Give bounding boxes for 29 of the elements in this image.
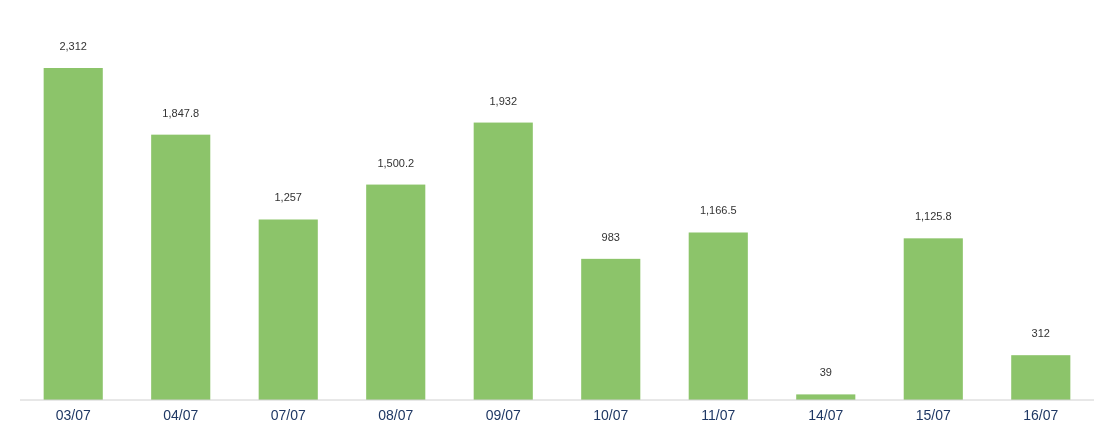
- x-tick-label: 08/07: [378, 407, 414, 423]
- x-tick-label: 15/07: [915, 407, 951, 423]
- data-label: 1,257: [274, 191, 302, 204]
- data-label: 39: [819, 366, 832, 379]
- bar: [151, 134, 211, 400]
- bar: [258, 219, 318, 400]
- data-label: 312: [1031, 327, 1050, 340]
- x-tick-label: 10/07: [593, 407, 629, 423]
- x-tick-label: 11/07: [701, 407, 736, 423]
- bar: [688, 232, 748, 400]
- data-label: 983: [601, 230, 620, 243]
- x-tick-label: 07/07: [270, 407, 306, 423]
- x-tick-label: 14/07: [808, 407, 844, 423]
- bar: [903, 238, 963, 400]
- data-label: 2,312: [59, 40, 87, 52]
- data-label: 1,500.2: [377, 156, 415, 169]
- bar: [473, 122, 533, 400]
- bar: [43, 68, 103, 400]
- data-label: 1,932: [489, 94, 518, 107]
- bar: [366, 184, 426, 400]
- bar: [1011, 355, 1071, 400]
- data-label: 1,166.5: [699, 204, 737, 217]
- x-tick-label: 03/07: [55, 407, 91, 423]
- data-label: 1,847.8: [162, 106, 200, 119]
- x-tick-label: 16/07: [1023, 407, 1059, 423]
- x-tick-label: 04/07: [163, 407, 199, 423]
- x-tick-label: 09/07: [485, 407, 521, 423]
- bar: [581, 258, 641, 400]
- data-label: 1,125.8: [914, 210, 952, 223]
